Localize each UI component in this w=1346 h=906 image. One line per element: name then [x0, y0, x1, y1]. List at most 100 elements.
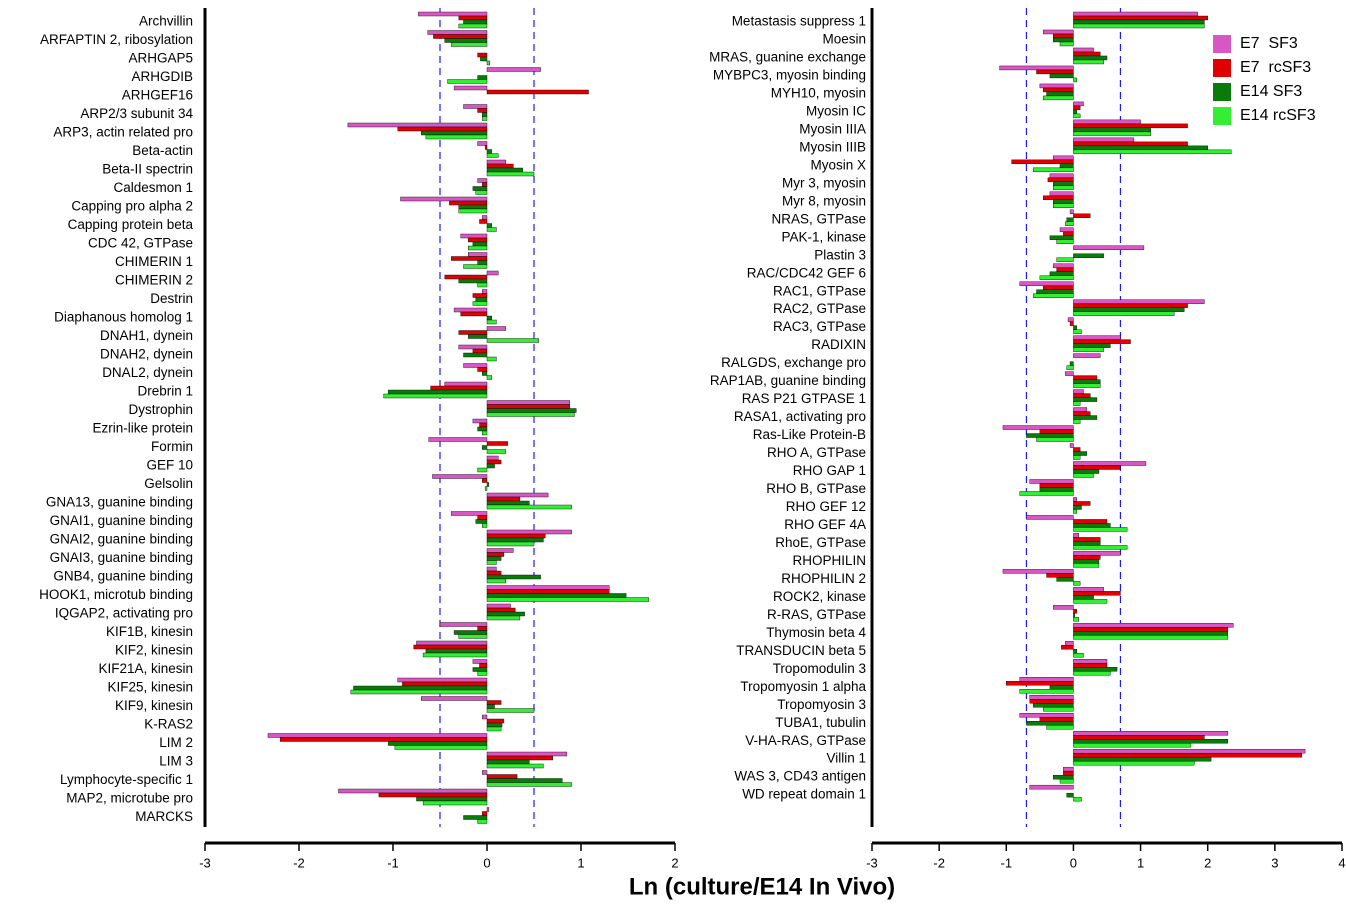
category-label: CHIMERIN 2 [115, 273, 193, 288]
bar [477, 819, 488, 824]
bar [338, 788, 488, 794]
bar [1029, 695, 1074, 700]
bar [475, 297, 488, 302]
bar [1073, 627, 1229, 632]
category-label: ARFAPTIN 2, ribosylation [40, 32, 193, 47]
bar [1073, 335, 1121, 340]
bar [1073, 739, 1229, 744]
category-label: KIF1B, kinesin [106, 624, 193, 639]
bar [477, 108, 488, 113]
category-label: Tropomyosin 1 alpha [740, 679, 866, 694]
bar [463, 815, 488, 820]
category-label: MRAS, guanine exchange [709, 50, 866, 65]
bar [1069, 443, 1074, 448]
bar [1073, 591, 1121, 596]
bar [1073, 19, 1205, 25]
bar [1053, 199, 1074, 205]
bar [479, 422, 488, 428]
x-tick-label: -2 [933, 855, 945, 870]
category-label: RHO B, GTPase [766, 481, 866, 496]
category-label: WD repeat domain 1 [742, 787, 866, 802]
category-label: Beta-II spectrin [102, 162, 193, 177]
bar [1063, 231, 1074, 236]
bar [1061, 645, 1074, 650]
bar [1073, 796, 1082, 802]
bar [486, 560, 497, 565]
bar [453, 307, 488, 313]
category-label: Tropomodulin 3 [773, 661, 866, 676]
bar [486, 533, 546, 539]
bar [1065, 221, 1074, 226]
bar [484, 486, 488, 491]
bar [1073, 311, 1175, 316]
bar [486, 153, 499, 158]
bar [1069, 361, 1074, 366]
bar [425, 648, 488, 654]
bar [1073, 671, 1111, 676]
bar [1073, 213, 1091, 218]
bar [1046, 725, 1074, 730]
category-label: Diaphanous homolog 1 [54, 310, 193, 325]
x-tick-label: -1 [1001, 855, 1013, 870]
bar [1043, 285, 1074, 290]
bar [416, 796, 488, 802]
bar [1056, 267, 1074, 272]
bar [486, 807, 490, 812]
bar [1073, 329, 1082, 334]
category-label: R-RAS, GTPase [767, 607, 866, 622]
bar [1039, 483, 1074, 488]
bar [1066, 792, 1074, 798]
bar [1073, 735, 1205, 740]
bar [486, 159, 506, 165]
bar [477, 141, 488, 146]
bar [1073, 131, 1151, 137]
bar [1073, 659, 1108, 664]
bar [427, 30, 488, 35]
bar [350, 689, 488, 695]
category-label: RHOPHILIN [792, 553, 866, 568]
bar [1029, 699, 1074, 704]
bar [486, 319, 497, 325]
bar [482, 289, 488, 294]
category-label: HOOK1, microtub binding [39, 587, 193, 602]
bar [402, 681, 488, 687]
category-label: DNAL2, dynein [102, 365, 193, 380]
bar [425, 134, 488, 140]
bar [433, 34, 488, 39]
bar [458, 23, 488, 29]
bar [486, 412, 575, 417]
bar [1036, 69, 1074, 75]
bar [1073, 505, 1082, 510]
bar [486, 778, 563, 783]
category-label: Myosin IIIA [799, 121, 866, 136]
bar [486, 171, 535, 177]
category-label: ARP2/3 subunit 34 [80, 106, 193, 121]
bar [477, 671, 488, 676]
bar [1073, 145, 1208, 151]
bar [468, 334, 488, 339]
category-label: GNB4, guanine binding [53, 569, 193, 584]
bar [486, 751, 568, 757]
bar [1002, 425, 1074, 430]
bar [1073, 447, 1081, 452]
category-label: Metastasis suppress 1 [732, 14, 866, 29]
bar [1053, 155, 1074, 161]
bar [460, 233, 488, 239]
bar [1073, 609, 1077, 614]
bar [1039, 487, 1074, 492]
bar [1073, 419, 1081, 424]
category-label: ARHGAP5 [128, 51, 193, 66]
bar [1073, 587, 1104, 592]
category-label: RAC3, GTPase [773, 319, 866, 334]
bar [486, 455, 499, 461]
category-label: Gelsolin [144, 476, 193, 491]
bar [1073, 51, 1101, 57]
category-label: Moesin [822, 32, 866, 47]
bar [1053, 203, 1074, 209]
bar [1073, 383, 1101, 388]
category-label: ARHGEF16 [122, 88, 193, 103]
bar [486, 718, 505, 724]
bar [472, 293, 488, 298]
bar [422, 800, 488, 806]
bar [477, 52, 488, 58]
